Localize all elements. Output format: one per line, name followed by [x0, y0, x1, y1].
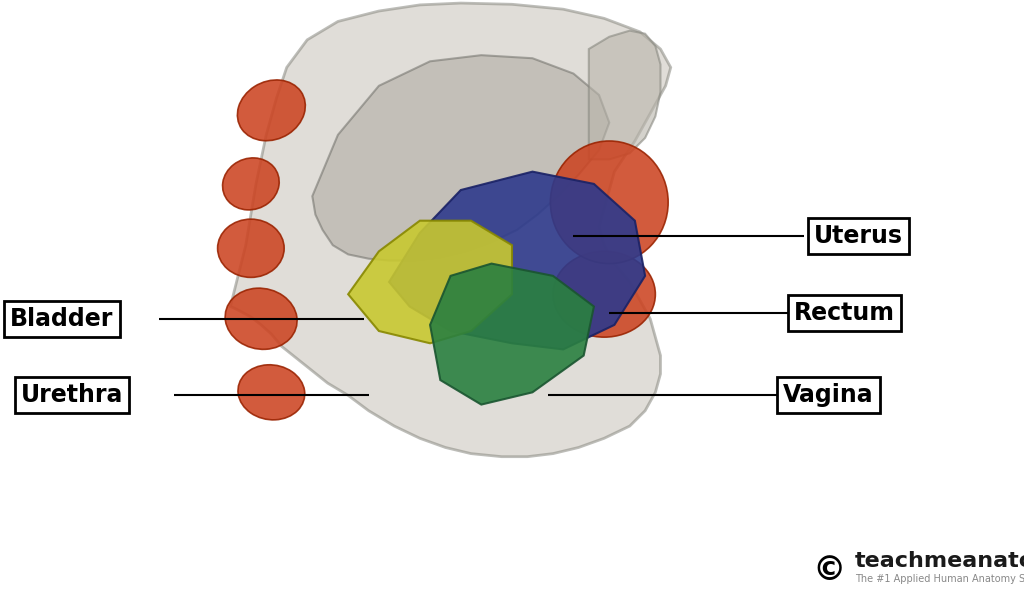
Text: ©: © [812, 554, 846, 587]
Ellipse shape [553, 251, 655, 337]
Polygon shape [389, 172, 645, 349]
Text: Rectum: Rectum [794, 300, 895, 325]
Text: The #1 Applied Human Anatomy Site on the Web.: The #1 Applied Human Anatomy Site on the… [855, 574, 1024, 584]
Text: Uterus: Uterus [814, 224, 903, 248]
Ellipse shape [217, 219, 284, 277]
Ellipse shape [222, 158, 280, 210]
Polygon shape [430, 264, 594, 405]
Ellipse shape [238, 80, 305, 141]
Ellipse shape [225, 288, 297, 349]
Ellipse shape [238, 365, 305, 420]
Text: Bladder: Bladder [10, 306, 114, 331]
Text: teachmeanatomy: teachmeanatomy [855, 551, 1024, 571]
Text: Urethra: Urethra [20, 383, 123, 408]
Text: Vagina: Vagina [783, 383, 874, 408]
Polygon shape [312, 55, 609, 261]
Ellipse shape [551, 141, 668, 264]
Polygon shape [230, 3, 671, 457]
Polygon shape [589, 31, 660, 159]
Polygon shape [348, 221, 512, 343]
